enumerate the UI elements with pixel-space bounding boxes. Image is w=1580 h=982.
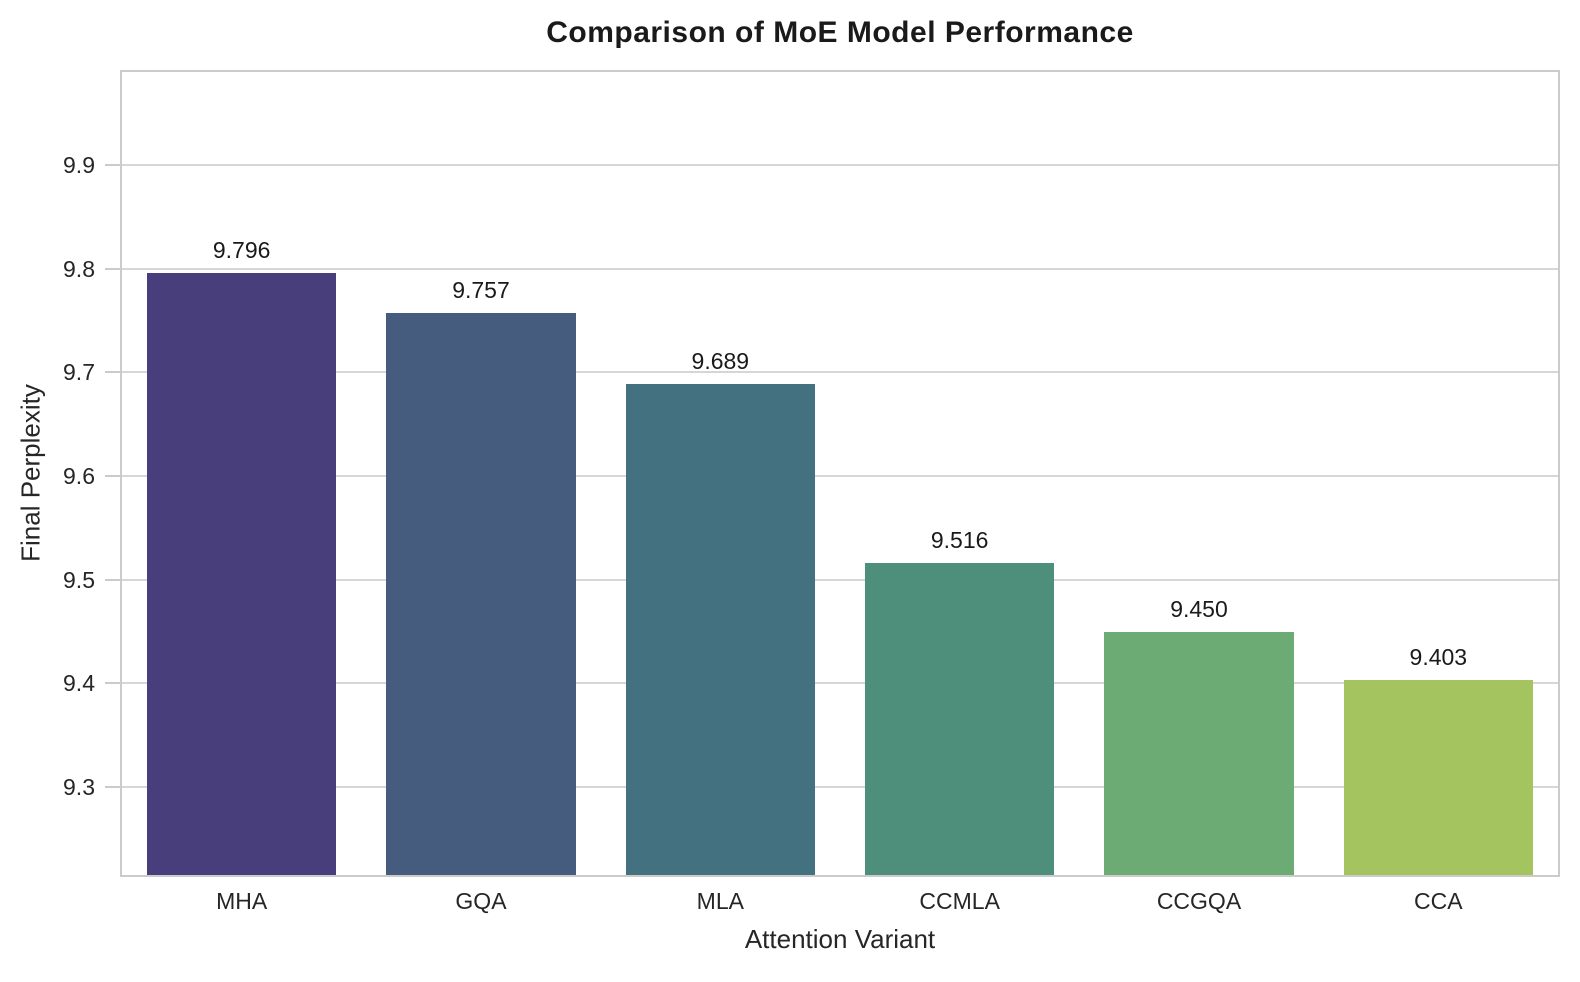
y-gridline: [122, 785, 1558, 788]
y-tick-label: 9.7: [63, 359, 95, 386]
y-tick-label: 9.5: [63, 566, 95, 593]
x-tick-label-ccgqa: CCGQA: [1156, 888, 1242, 914]
x-tick-label-mha: MHA: [216, 888, 268, 914]
y-tick-mark: [105, 475, 120, 478]
y-tick-mark: [105, 267, 120, 270]
y-gridline: [122, 682, 1558, 685]
plot-area: 9.3 9.4 9.5 9.6 9.7 9.8 9.9 9.796 MHA 9.757 GQA 9.6…: [63, 70, 1560, 914]
y-gridline: [122, 475, 1558, 478]
bar-ccmla: [865, 563, 1055, 875]
bar-ccgqa: [1104, 631, 1294, 875]
bar-value-label: 9.689: [691, 347, 750, 374]
y-tick-label: 9.3: [63, 773, 95, 800]
bar-value-label: 9.450: [1170, 595, 1228, 622]
y-tick-label: 9.4: [63, 670, 95, 697]
x-tick-label-cca: CCA: [1414, 888, 1463, 914]
bar-value-label: 9.516: [930, 527, 989, 554]
bar-value-label: 9.757: [452, 277, 510, 304]
y-gridline: [122, 267, 1558, 270]
bar-value-label: 9.796: [212, 237, 271, 264]
y-tick-mark: [105, 682, 120, 685]
y-tick-mark: [105, 785, 120, 788]
chart-title: Comparison of MoE Model Performance: [546, 16, 1134, 49]
x-tick-label-mla: MLA: [696, 888, 744, 914]
y-tick-label: 9.6: [63, 463, 95, 490]
bar-mha: [147, 273, 337, 875]
y-tick-mark: [105, 371, 120, 374]
x-tick-label-ccmla: CCMLA: [919, 888, 1000, 914]
y-tick-label: 9.8: [63, 255, 95, 282]
x-tick-label-gqa: GQA: [455, 888, 507, 914]
bar-mla: [625, 383, 815, 875]
y-gridline: [122, 371, 1558, 374]
bar-value-label: 9.403: [1409, 644, 1468, 671]
y-tick-mark: [105, 164, 120, 167]
y-gridline: [122, 164, 1558, 167]
y-tick-mark: [105, 578, 120, 581]
x-axis-label: Attention Variant: [744, 924, 936, 954]
bar-cca: [1343, 680, 1533, 875]
y-axis-label: Final Perplexity: [15, 384, 46, 562]
bar-gqa: [386, 313, 576, 875]
y-gridline: [122, 578, 1558, 581]
y-tick-label: 9.9: [63, 152, 95, 179]
